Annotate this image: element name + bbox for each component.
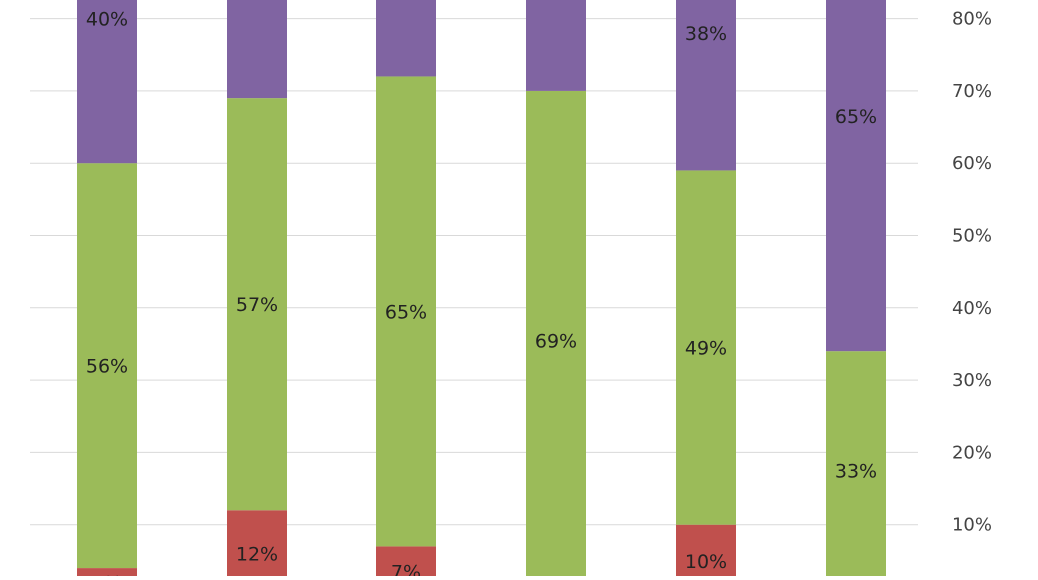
data-label: 7%	[391, 562, 421, 576]
bar-segment-5-1	[676, 524, 736, 580]
y-tick-label: 30%	[952, 370, 992, 391]
data-label: 38%	[685, 23, 727, 45]
bar-segment-1-2	[77, 163, 137, 569]
bar-segment-2-3	[227, 0, 287, 99]
bar-segment-5-3	[676, 0, 736, 171]
y-tick-label: 10%	[952, 515, 992, 536]
data-label: 69%	[535, 330, 577, 352]
y-tick-label: 20%	[952, 442, 992, 463]
y-tick-label: 50%	[952, 226, 992, 247]
bar-segment-3-3	[376, 0, 436, 77]
data-label: 12%	[236, 544, 278, 566]
bar-segment-6-2	[826, 351, 886, 580]
bar-segment-3-2	[376, 76, 436, 547]
y-tick-label: 80%	[952, 9, 992, 30]
y-tick-label: 60%	[952, 153, 992, 174]
data-label: 4%	[92, 573, 122, 576]
data-labels: 4%56%40%12%57%7%65%1%69%10%49%38%33%65%	[86, 9, 877, 580]
bar-segment-6-3	[826, 0, 886, 352]
data-label: 49%	[685, 338, 727, 360]
data-label: 33%	[835, 460, 877, 482]
data-label: 65%	[835, 106, 877, 128]
bar-segment-1-3	[77, 0, 137, 164]
y-tick-label: 70%	[952, 81, 992, 102]
y-tick-label: 40%	[952, 298, 992, 319]
bar-segment-3-1	[376, 546, 436, 580]
data-label: 10%	[685, 551, 727, 573]
y-axis: 10% 20% 30% 40% 50% 60% 70% 80%	[952, 9, 992, 536]
data-label: 56%	[86, 356, 128, 378]
bar-segment-2-2	[227, 98, 287, 511]
gridlines	[30, 18, 918, 526]
bars	[77, 0, 886, 580]
bar-segment-5-2	[676, 170, 736, 525]
data-label: 40%	[86, 9, 128, 31]
bar-segment-4-3	[526, 0, 586, 91]
data-label: 57%	[236, 294, 278, 316]
bar-segment-4-2	[526, 90, 586, 580]
bar-segment-2-1	[227, 510, 287, 580]
bar-segment-1-1	[77, 568, 137, 580]
data-label: 65%	[385, 301, 427, 323]
